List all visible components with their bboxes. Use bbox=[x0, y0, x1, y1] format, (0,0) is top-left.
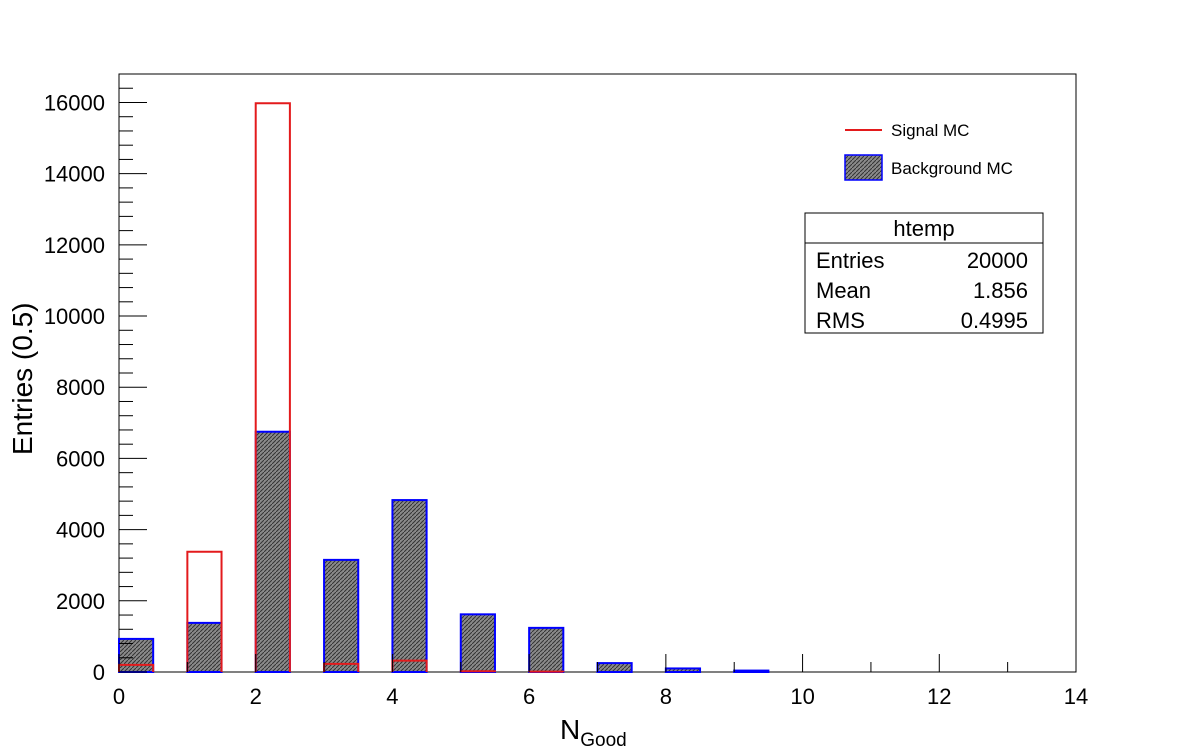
x-tick-label: 6 bbox=[523, 684, 535, 709]
background-bar bbox=[596, 662, 633, 674]
y-tick-label: 12000 bbox=[44, 233, 105, 258]
stats-box-title: htemp bbox=[893, 216, 954, 241]
background-bar bbox=[254, 430, 291, 673]
x-tick-label: 8 bbox=[660, 684, 672, 709]
stats-rms-value: 0.4995 bbox=[961, 308, 1028, 333]
x-tick-label: 2 bbox=[250, 684, 262, 709]
background-bar bbox=[186, 621, 223, 674]
background-bar bbox=[733, 669, 770, 673]
legend: Signal MC Background MC bbox=[844, 121, 1013, 181]
legend-background-label: Background MC bbox=[891, 159, 1013, 178]
background-bar bbox=[528, 626, 565, 673]
x-tick-label: 12 bbox=[927, 684, 951, 709]
x-tick-label: 14 bbox=[1064, 684, 1088, 709]
y-tick-label: 14000 bbox=[44, 162, 105, 187]
y-tick-label: 2000 bbox=[56, 589, 105, 614]
x-tick-label: 0 bbox=[113, 684, 125, 709]
y-tick-label: 4000 bbox=[56, 518, 105, 543]
stats-mean-label: Mean bbox=[816, 278, 871, 303]
stats-box-frame bbox=[804, 212, 1044, 334]
y-tick-label: 10000 bbox=[44, 304, 105, 329]
axes: 0 2 4 6 8 10 12 14 0 2000 4000 6000 8000 10000 12000 14… bbox=[44, 73, 1088, 709]
stats-box: htemp Entries 20000 Mean 1.856 RMS 0.499… bbox=[804, 212, 1044, 334]
stats-mean-value: 1.856 bbox=[973, 278, 1028, 303]
y-tick-label: 16000 bbox=[44, 90, 105, 115]
background-bar bbox=[323, 558, 360, 673]
stats-rms-label: RMS bbox=[816, 308, 865, 333]
legend-background-swatch bbox=[844, 154, 883, 181]
stats-entries-value: 20000 bbox=[967, 248, 1028, 273]
y-axis-title: Entries (0.5) bbox=[7, 303, 38, 456]
signal-bar bbox=[459, 670, 496, 673]
background-bar bbox=[459, 613, 496, 673]
signal-bar bbox=[186, 550, 223, 672]
x-axis-title: NGood bbox=[560, 714, 627, 747]
background-bar bbox=[664, 667, 702, 674]
x-tick-label: 4 bbox=[386, 684, 398, 709]
y-tick-label: 6000 bbox=[56, 446, 105, 471]
y-tick-label: 8000 bbox=[56, 375, 105, 400]
x-tick-label: 10 bbox=[790, 684, 814, 709]
signal-bar bbox=[254, 102, 291, 672]
legend-signal-label: Signal MC bbox=[891, 121, 969, 140]
stats-entries-label: Entries bbox=[816, 248, 884, 273]
background-bar bbox=[391, 499, 428, 674]
y-tick-label: 0 bbox=[93, 660, 105, 685]
